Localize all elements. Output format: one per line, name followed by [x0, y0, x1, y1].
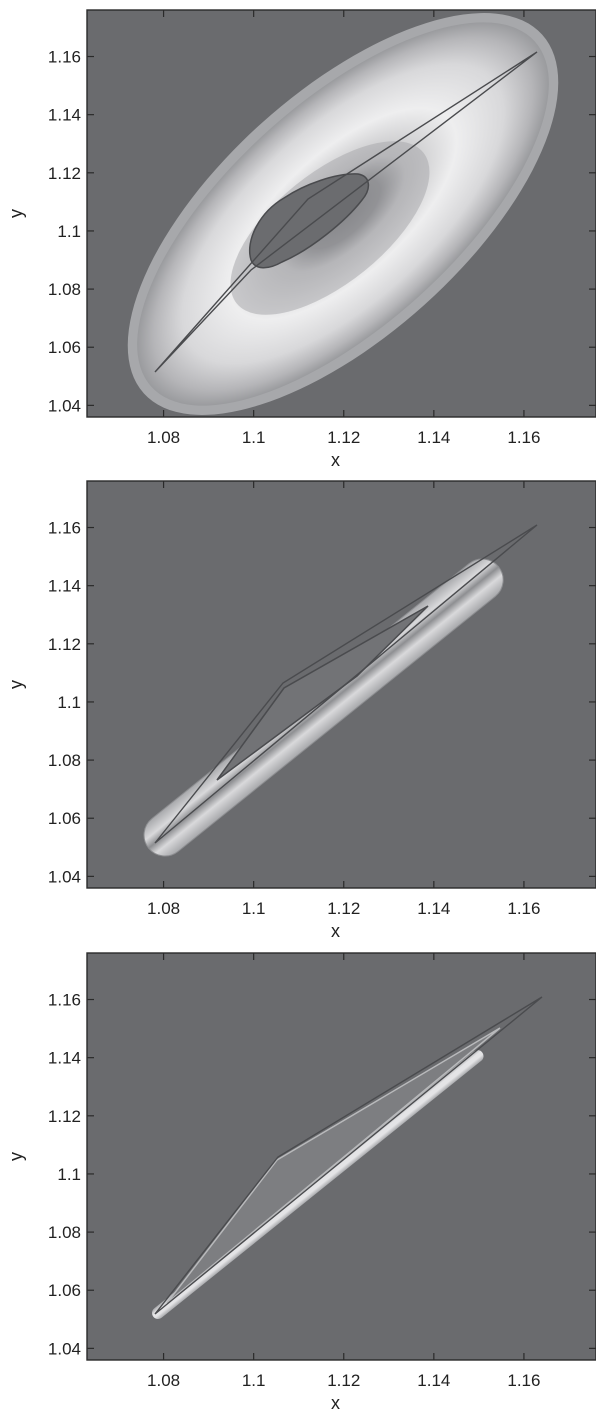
core-region [166, 1027, 501, 1304]
x-tick-label: 1.08 [147, 428, 180, 447]
x-tick-label: 1.12 [327, 899, 360, 918]
halo-band-core [143, 558, 504, 857]
y-tick-label: 1.04 [48, 867, 81, 886]
x-tick-label: 1.16 [507, 428, 540, 447]
polygon-outline [154, 996, 543, 1315]
y-tick-label: 1.1 [57, 693, 81, 712]
y-tick-label: 1.04 [48, 396, 81, 415]
plot-frame [86, 952, 596, 1361]
x-tick-label: 1.1 [242, 899, 266, 918]
y-tick-label: 1.14 [48, 577, 81, 596]
y-tick-label: 1.14 [48, 106, 81, 125]
y-tick-label: 1.1 [57, 1165, 81, 1184]
core-region [249, 173, 370, 269]
y-tick-label: 1.06 [48, 809, 81, 828]
panel-2: 1.08 1.1 1.12 1.14 1.16 1.04 1.06 1.08 1.1 1.12 1.… [6, 480, 596, 941]
axes-ticks: 1.08 1.1 1.12 1.14 1.16 1.04 1.06 1.08 1.1 1.12 1.… [6, 953, 596, 1413]
panel-1: 1.08 1.1 1.12 1.14 1.16 1.04 1.06 1.08 1.1 1.12 1.… [6, 9, 596, 470]
x-tick-label: 1.14 [417, 1371, 450, 1390]
y-axis-label: y [6, 209, 26, 218]
x-tick-label: 1.1 [242, 1371, 266, 1390]
y-axis-label: y [6, 680, 26, 689]
y-tick-label: 1.14 [48, 1049, 81, 1068]
y-tick-label: 1.16 [48, 48, 81, 67]
x-tick-label: 1.14 [417, 899, 450, 918]
x-tick-label: 1.12 [327, 428, 360, 447]
y-axis-label: y [6, 1152, 26, 1161]
polygon-outline [154, 524, 538, 844]
axes-ticks: 1.08 1.1 1.12 1.14 1.16 1.04 1.06 1.08 1.1 1.12 1.… [6, 10, 596, 470]
x-tick-label: 1.12 [327, 1371, 360, 1390]
x-axis-label: x [331, 450, 340, 470]
y-tick-label: 1.08 [48, 751, 81, 770]
axes-ticks: 1.08 1.1 1.12 1.14 1.16 1.04 1.06 1.08 1.1 1.12 1.… [6, 481, 596, 941]
core-region [216, 605, 429, 781]
y-tick-label: 1.04 [48, 1339, 81, 1358]
y-tick-label: 1.08 [48, 280, 81, 299]
x-tick-label: 1.08 [147, 899, 180, 918]
plot-frame [86, 480, 596, 889]
x-axis-label: x [331, 1393, 340, 1413]
halo-band [152, 1050, 484, 1319]
y-tick-label: 1.16 [48, 991, 81, 1010]
x-tick-label: 1.16 [507, 899, 540, 918]
x-axis-label: x [331, 921, 340, 941]
density-region [127, 13, 559, 415]
y-tick-label: 1.12 [48, 635, 81, 654]
y-tick-label: 1.12 [48, 164, 81, 183]
density-region [152, 1027, 501, 1319]
y-tick-label: 1.1 [57, 222, 81, 241]
y-tick-label: 1.08 [48, 1223, 81, 1242]
panel-3: 1.08 1.1 1.12 1.14 1.16 1.04 1.06 1.08 1.1 1.12 1.… [6, 952, 596, 1413]
polygon-outline [154, 51, 538, 373]
plot-frame [86, 9, 596, 418]
y-tick-label: 1.12 [48, 1107, 81, 1126]
x-tick-label: 1.1 [242, 428, 266, 447]
x-tick-label: 1.16 [507, 1371, 540, 1390]
y-tick-label: 1.06 [48, 1281, 81, 1300]
y-tick-label: 1.16 [48, 519, 81, 538]
y-tick-label: 1.06 [48, 338, 81, 357]
x-tick-label: 1.14 [417, 428, 450, 447]
density-region [143, 558, 504, 857]
halo-band [144, 558, 504, 856]
x-tick-label: 1.08 [147, 1371, 180, 1390]
